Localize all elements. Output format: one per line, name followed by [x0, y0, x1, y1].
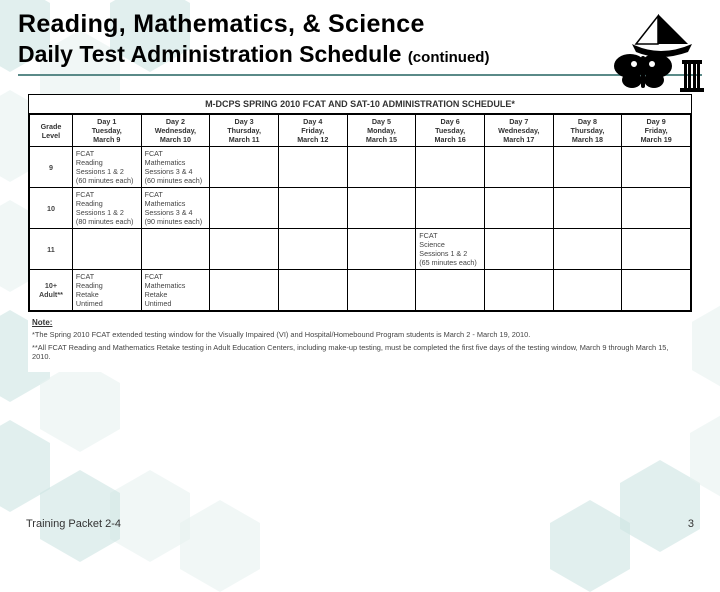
table-row: 11 FCATScienceSessions 1 & 2(65 minutes …	[30, 229, 691, 270]
schedule-cell	[347, 147, 416, 188]
schedule-cell	[622, 188, 691, 229]
col-day-7: Day 7Wednesday,March 17	[484, 115, 553, 147]
schedule-cell	[484, 229, 553, 270]
schedule-cell	[416, 270, 485, 311]
schedule-cell	[72, 229, 141, 270]
schedule-cell	[278, 188, 347, 229]
schedule-cell	[553, 147, 622, 188]
schedule-cell: FCATReadingSessions 1 & 2(60 minutes eac…	[72, 147, 141, 188]
schedule-title: M-DCPS SPRING 2010 FCAT AND SAT-10 ADMIN…	[29, 95, 691, 114]
schedule-cell: FCATMathematicsRetakeUntimed	[141, 270, 210, 311]
schedule-cell	[622, 229, 691, 270]
schedule-cell	[210, 229, 279, 270]
schedule-cell	[141, 229, 210, 270]
schedule-cell: FCATReadingRetakeUntimed	[72, 270, 141, 311]
note-line-2: **All FCAT Reading and Mathematics Retak…	[32, 343, 688, 362]
grade-cell: 10+ Adult**	[30, 270, 73, 311]
schedule-cell	[210, 147, 279, 188]
table-row: 10FCATReadingSessions 1 & 2(80 minutes e…	[30, 188, 691, 229]
schedule-cell: FCATMathematicsSessions 3 & 4(60 minutes…	[141, 147, 210, 188]
schedule-cell	[484, 147, 553, 188]
col-day-9: Day 9Friday,March 19	[622, 115, 691, 147]
grade-cell: 10	[30, 188, 73, 229]
schedule-cell	[278, 147, 347, 188]
schedule-cell	[347, 188, 416, 229]
col-day-6: Day 6Tuesday,March 16	[416, 115, 485, 147]
col-day-3: Day 3Thursday,March 11	[210, 115, 279, 147]
table-header-row: Grade Level Day 1Tuesday,March 9 Day 2We…	[30, 115, 691, 147]
schedule-cell: FCATMathematicsSessions 3 & 4(90 minutes…	[141, 188, 210, 229]
footer-left: Training Packet 2-4	[26, 518, 121, 530]
schedule-cell: FCATReadingSessions 1 & 2(80 minutes eac…	[72, 188, 141, 229]
schedule-cell	[553, 270, 622, 311]
schedule-table: Grade Level Day 1Tuesday,March 9 Day 2We…	[29, 114, 691, 311]
grade-cell: 11	[30, 229, 73, 270]
col-grade: Grade Level	[30, 115, 73, 147]
schedule-cell	[347, 270, 416, 311]
schedule-cell	[347, 229, 416, 270]
schedule-cell	[210, 270, 279, 311]
schedule-cell	[484, 270, 553, 311]
footer-page-number: 3	[688, 518, 694, 530]
schedule-cell	[484, 188, 553, 229]
title-line-1: Reading, Mathematics, & Science	[18, 10, 558, 39]
title-main: Daily Test Administration Schedule	[18, 41, 401, 67]
column-icon	[680, 60, 704, 92]
sailboat-icon	[632, 14, 692, 57]
schedule-cell	[622, 147, 691, 188]
grade-cell: 9	[30, 147, 73, 188]
schedule-table-container: M-DCPS SPRING 2010 FCAT AND SAT-10 ADMIN…	[28, 94, 692, 312]
schedule-cell	[416, 188, 485, 229]
schedule-cell: FCATScienceSessions 1 & 2(65 minutes eac…	[416, 229, 485, 270]
schedule-cell	[553, 188, 622, 229]
note-line-1: *The Spring 2010 FCAT extended testing w…	[32, 330, 688, 340]
schedule-cell	[622, 270, 691, 311]
logo-cluster	[598, 6, 708, 96]
slide-title: Reading, Mathematics, & Science Daily Te…	[18, 10, 558, 68]
table-row: 9FCATReadingSessions 1 & 2(60 minutes ea…	[30, 147, 691, 188]
schedule-cell	[278, 229, 347, 270]
col-day-4: Day 4Friday,March 12	[278, 115, 347, 147]
schedule-cell	[278, 270, 347, 311]
schedule-cell	[553, 229, 622, 270]
schedule-cell	[416, 147, 485, 188]
col-day-2: Day 2Wednesday,March 10	[141, 115, 210, 147]
title-continued: (continued)	[408, 49, 490, 66]
slide-footer: Training Packet 2-4 3	[0, 518, 720, 530]
schedule-cell	[210, 188, 279, 229]
table-row: 10+ Adult**FCATReadingRetakeUntimedFCATM…	[30, 270, 691, 311]
butterfly-icon	[614, 54, 672, 88]
col-day-5: Day 5Monday,March 15	[347, 115, 416, 147]
col-day-8: Day 8Thursday,March 18	[553, 115, 622, 147]
col-day-1: Day 1Tuesday,March 9	[72, 115, 141, 147]
notes-section: Note: *The Spring 2010 FCAT extended tes…	[28, 312, 692, 372]
title-line-2: Daily Test Administration Schedule (cont…	[18, 41, 558, 68]
notes-heading: Note:	[32, 318, 688, 327]
